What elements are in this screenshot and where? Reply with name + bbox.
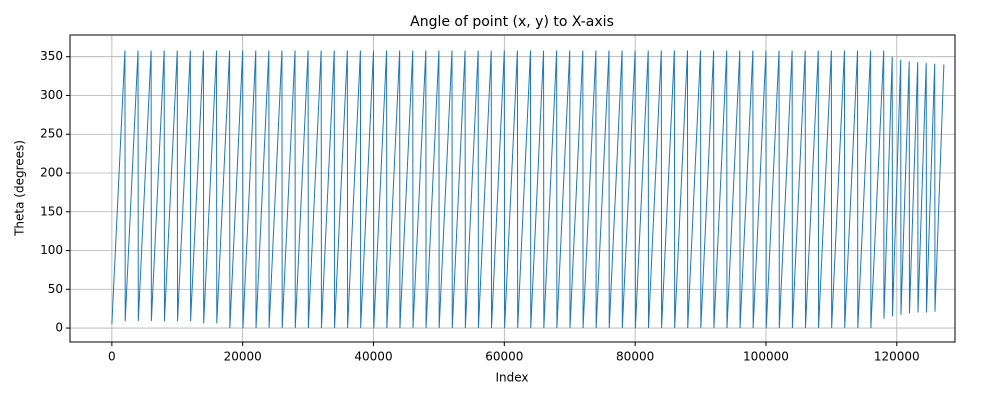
x-tick-label: 80000	[616, 350, 654, 364]
x-tick-label: 40000	[354, 350, 392, 364]
chart-title: Angle of point (x, y) to X-axis	[410, 14, 614, 30]
x-tick-label: 20000	[224, 350, 262, 364]
x-axis-label: Index	[495, 371, 528, 385]
y-axis-label: Theta (degrees)	[13, 140, 27, 237]
y-tick-label: 150	[40, 204, 63, 218]
y-tick-label: 350	[40, 49, 63, 63]
y-tick-label: 200	[40, 165, 63, 179]
y-tick-label: 0	[55, 321, 63, 335]
y-tick-label: 250	[40, 127, 63, 141]
x-tick-label: 120000	[874, 350, 920, 364]
x-tick-label: 100000	[743, 350, 789, 364]
x-tick-label: 0	[108, 350, 116, 364]
y-tick-label: 50	[48, 282, 63, 296]
data-line	[111, 50, 945, 329]
y-tick-label: 300	[40, 88, 63, 102]
plot-frame	[69, 34, 956, 343]
x-tick-label: 60000	[485, 350, 523, 364]
y-tick-label: 100	[40, 243, 63, 257]
